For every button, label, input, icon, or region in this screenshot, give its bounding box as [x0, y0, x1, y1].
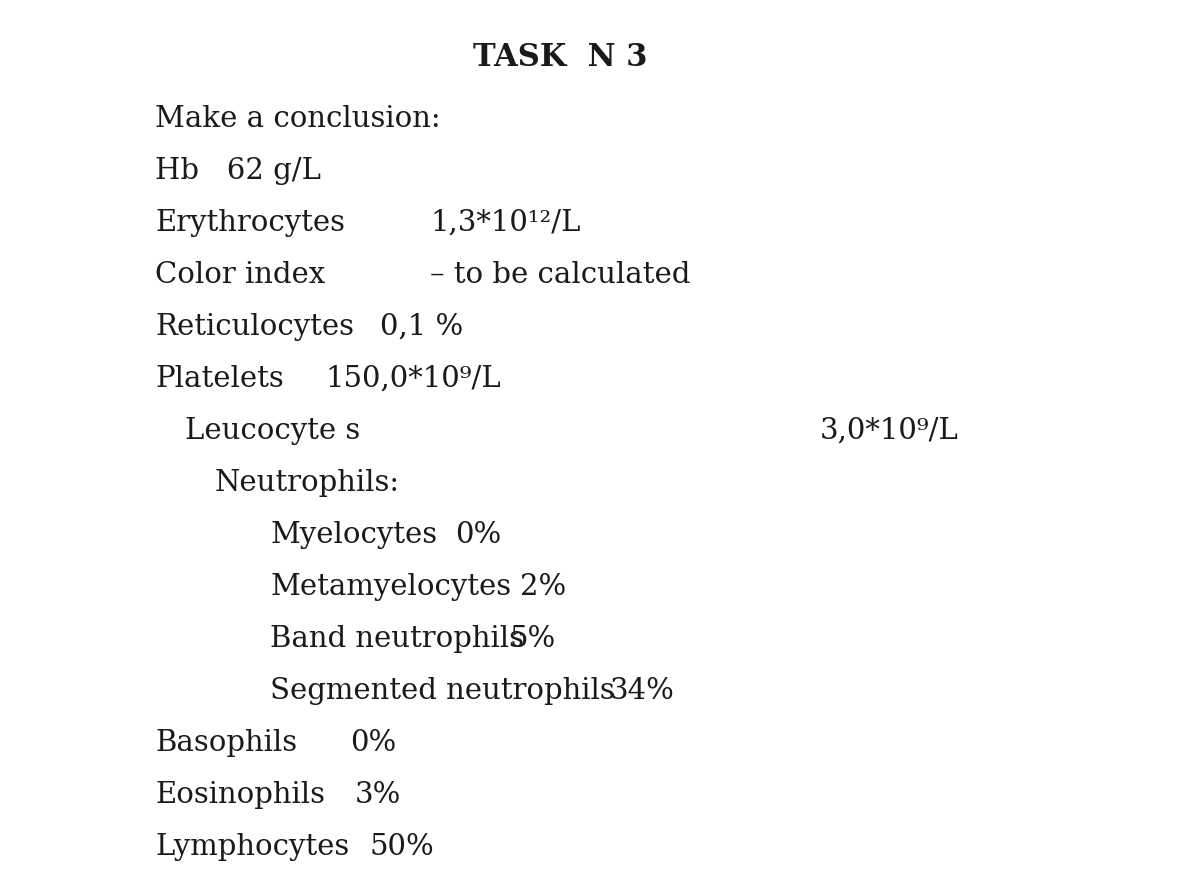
Text: Color index: Color index	[155, 261, 325, 289]
Text: Platelets: Platelets	[155, 365, 283, 393]
Text: Segmented neutrophils: Segmented neutrophils	[270, 677, 614, 705]
Text: 34%: 34%	[610, 677, 674, 705]
Text: 3%: 3%	[355, 781, 401, 809]
Text: Metamyelocytes: Metamyelocytes	[270, 573, 511, 601]
Text: 50%: 50%	[370, 833, 434, 861]
Text: Reticulocytes: Reticulocytes	[155, 313, 354, 341]
Text: Eosinophils: Eosinophils	[155, 781, 325, 809]
Text: Leucocyte s: Leucocyte s	[185, 417, 360, 445]
Text: 3,0*10⁹/L: 3,0*10⁹/L	[820, 417, 959, 445]
Text: 150,0*10⁹/L: 150,0*10⁹/L	[325, 365, 500, 393]
Text: 1,3*10¹²/L: 1,3*10¹²/L	[430, 209, 581, 237]
Text: Neutrophils:: Neutrophils:	[215, 469, 400, 497]
Text: – to be calculated: – to be calculated	[430, 261, 690, 289]
Text: Basophils: Basophils	[155, 729, 298, 757]
Text: 0%: 0%	[455, 521, 502, 549]
Text: Myelocytes: Myelocytes	[270, 521, 437, 549]
Text: Erythrocytes: Erythrocytes	[155, 209, 346, 237]
Text: Band neutrophils: Band neutrophils	[270, 625, 524, 653]
Text: 0,1 %: 0,1 %	[380, 313, 463, 341]
Text: Hb   62 g/L: Hb 62 g/L	[155, 157, 322, 185]
Text: Make a conclusion:: Make a conclusion:	[155, 105, 440, 133]
Text: 0%: 0%	[350, 729, 396, 757]
Text: TASK  N 3: TASK N 3	[473, 42, 647, 73]
Text: Lymphocytes: Lymphocytes	[155, 833, 349, 861]
Text: 5%: 5%	[510, 625, 557, 653]
Text: 2%: 2%	[520, 573, 566, 601]
